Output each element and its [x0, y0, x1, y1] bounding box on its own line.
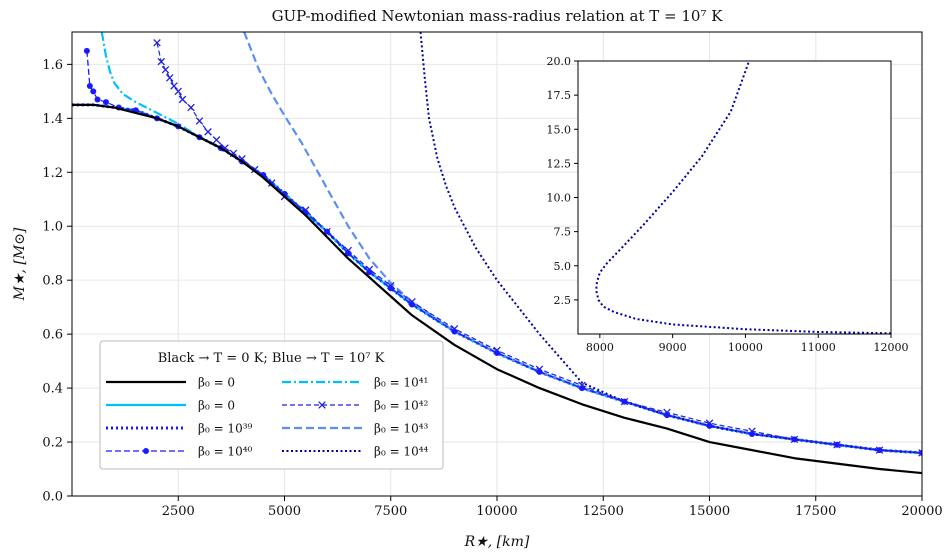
series-3-marker [409, 301, 415, 308]
y-tick-label: 1.0 [42, 220, 63, 235]
series-3-marker [345, 250, 352, 257]
y-tick-label: 1.6 [42, 58, 63, 73]
x-axis-label: R★, [km] [464, 534, 530, 550]
x-tick-label: 12500 [583, 504, 624, 519]
series-5-marker [165, 74, 174, 82]
series-3-marker [706, 422, 713, 429]
series-3-marker [94, 96, 101, 103]
y-tick-label: 0.4 [42, 382, 63, 397]
chart-title: GUP-modified Newtonian mass-radius relat… [272, 7, 724, 25]
series-line-5 [156, 42, 922, 454]
y-axis-label: M★, [M⊙] [12, 227, 28, 301]
y-tick-label: 1.2 [42, 166, 63, 181]
inset-y-tick-label: 10.0 [547, 192, 572, 205]
legend-label-1: β₀ = 0 [198, 399, 235, 413]
series-3-marker [451, 328, 458, 335]
series-3-marker [791, 436, 798, 443]
series-3-marker [749, 430, 755, 437]
series-3-marker [90, 88, 97, 95]
inset-x-ticks: 8000 9000 10000 11000 12000 [586, 334, 909, 354]
series-3-marker [366, 269, 373, 276]
y-tick-label: 0.2 [42, 436, 63, 451]
y-tick-label: 0.0 [42, 490, 63, 505]
inset-y-tick-label: 17.5 [547, 89, 572, 102]
legend-box [99, 340, 444, 470]
legend-marker-5 [318, 401, 326, 409]
inset-y-tick-label: 20.0 [547, 55, 572, 68]
legend-label-7: β₀ = 10⁴⁴ [374, 445, 429, 459]
series-5-marker [161, 66, 170, 74]
inset-y-tick-label: 7.5 [554, 226, 572, 239]
x-tick-label: 17500 [795, 504, 836, 519]
series-5-marker [178, 95, 187, 104]
legend-label-4: β₀ = 10⁴¹ [374, 376, 428, 390]
series-3-marker [324, 228, 330, 235]
inset-x-tick-label: 9000 [659, 341, 687, 354]
legend-marker-3 [143, 448, 149, 454]
x-tick-label: 20000 [901, 504, 942, 519]
inset-x-tick-label: 12000 [874, 341, 909, 354]
inset-x-tick-label: 10000 [728, 341, 763, 354]
inset-y-tick-label: 12.5 [547, 157, 572, 170]
series-3-marker [103, 99, 109, 106]
series-3-marker [387, 285, 394, 292]
series-3-marker [86, 82, 93, 89]
series-3-marker [579, 385, 585, 392]
x-tick-label: 15000 [689, 504, 730, 519]
inset-y-ticks: 2.5 5.0 7.5 10.0 12.5 15.0 17.5 20.0 [547, 55, 578, 307]
inset-y-tick-label: 15.0 [547, 123, 572, 136]
x-tick-label: 5000 [268, 504, 301, 519]
y-tick-label: 0.8 [42, 274, 63, 289]
inset-x-tick-label: 11000 [801, 341, 836, 354]
x-tick-label: 7500 [374, 504, 407, 519]
inset-y-tick-label: 2.5 [554, 294, 572, 307]
legend-label-2: β₀ = 10³⁹ [198, 422, 253, 436]
legend-entries: β₀ = 0 β₀ = 0 β₀ = 10³⁹ β₀ = 10⁴⁰ β₀ = 10⁴¹ β… [106, 376, 429, 459]
x-tick-label: 2500 [162, 504, 195, 519]
y-tick-label: 1.4 [42, 112, 63, 127]
y-tick-label: 0.6 [42, 328, 63, 343]
y-axis-ticks: 0.0 0.2 0.4 0.6 0.8 1.0 1.2 1.4 1.6 [42, 58, 72, 505]
series-5-marker [174, 87, 183, 96]
x-tick-label: 10000 [476, 504, 517, 519]
series-3-marker [494, 350, 500, 357]
series-5-marker [212, 136, 221, 144]
series-3-marker [876, 447, 883, 454]
x-axis-ticks: 2500 5000 7500 10000 12500 15000 17500 20000 [162, 496, 943, 519]
inset-y-tick-label: 5.0 [554, 260, 572, 273]
legend-label-0: β₀ = 0 [198, 376, 235, 390]
legend-title: Black → T = 0 K; Blue → T = 10⁷ K [158, 351, 385, 366]
legend-label-3: β₀ = 10⁴⁰ [198, 445, 253, 459]
inset-x-tick-label: 8000 [586, 341, 614, 354]
series-3-marker [621, 398, 628, 405]
series-3-marker [83, 47, 90, 54]
series-5-marker [187, 103, 195, 112]
series-5-marker [157, 57, 166, 66]
series-3-marker [664, 412, 670, 419]
inset-background [578, 61, 891, 334]
series-5-marker [153, 39, 161, 47]
series-3-marker [919, 449, 922, 456]
series-5-marker [918, 449, 922, 457]
series-5-marker [170, 82, 178, 90]
series-5-marker [204, 128, 212, 136]
series-5-marker [195, 117, 204, 125]
legend-label-6: β₀ = 10⁴³ [374, 422, 429, 436]
series-3-marker [834, 441, 840, 448]
series-3-marker [536, 368, 543, 375]
series-line-0 [72, 103, 922, 475]
legend: Black → T = 0 K; Blue → T = 10⁷ K β₀ = 0… [99, 340, 444, 470]
legend-label-5: β₀ = 10⁴² [374, 399, 429, 413]
main-series-group [72, 32, 922, 475]
